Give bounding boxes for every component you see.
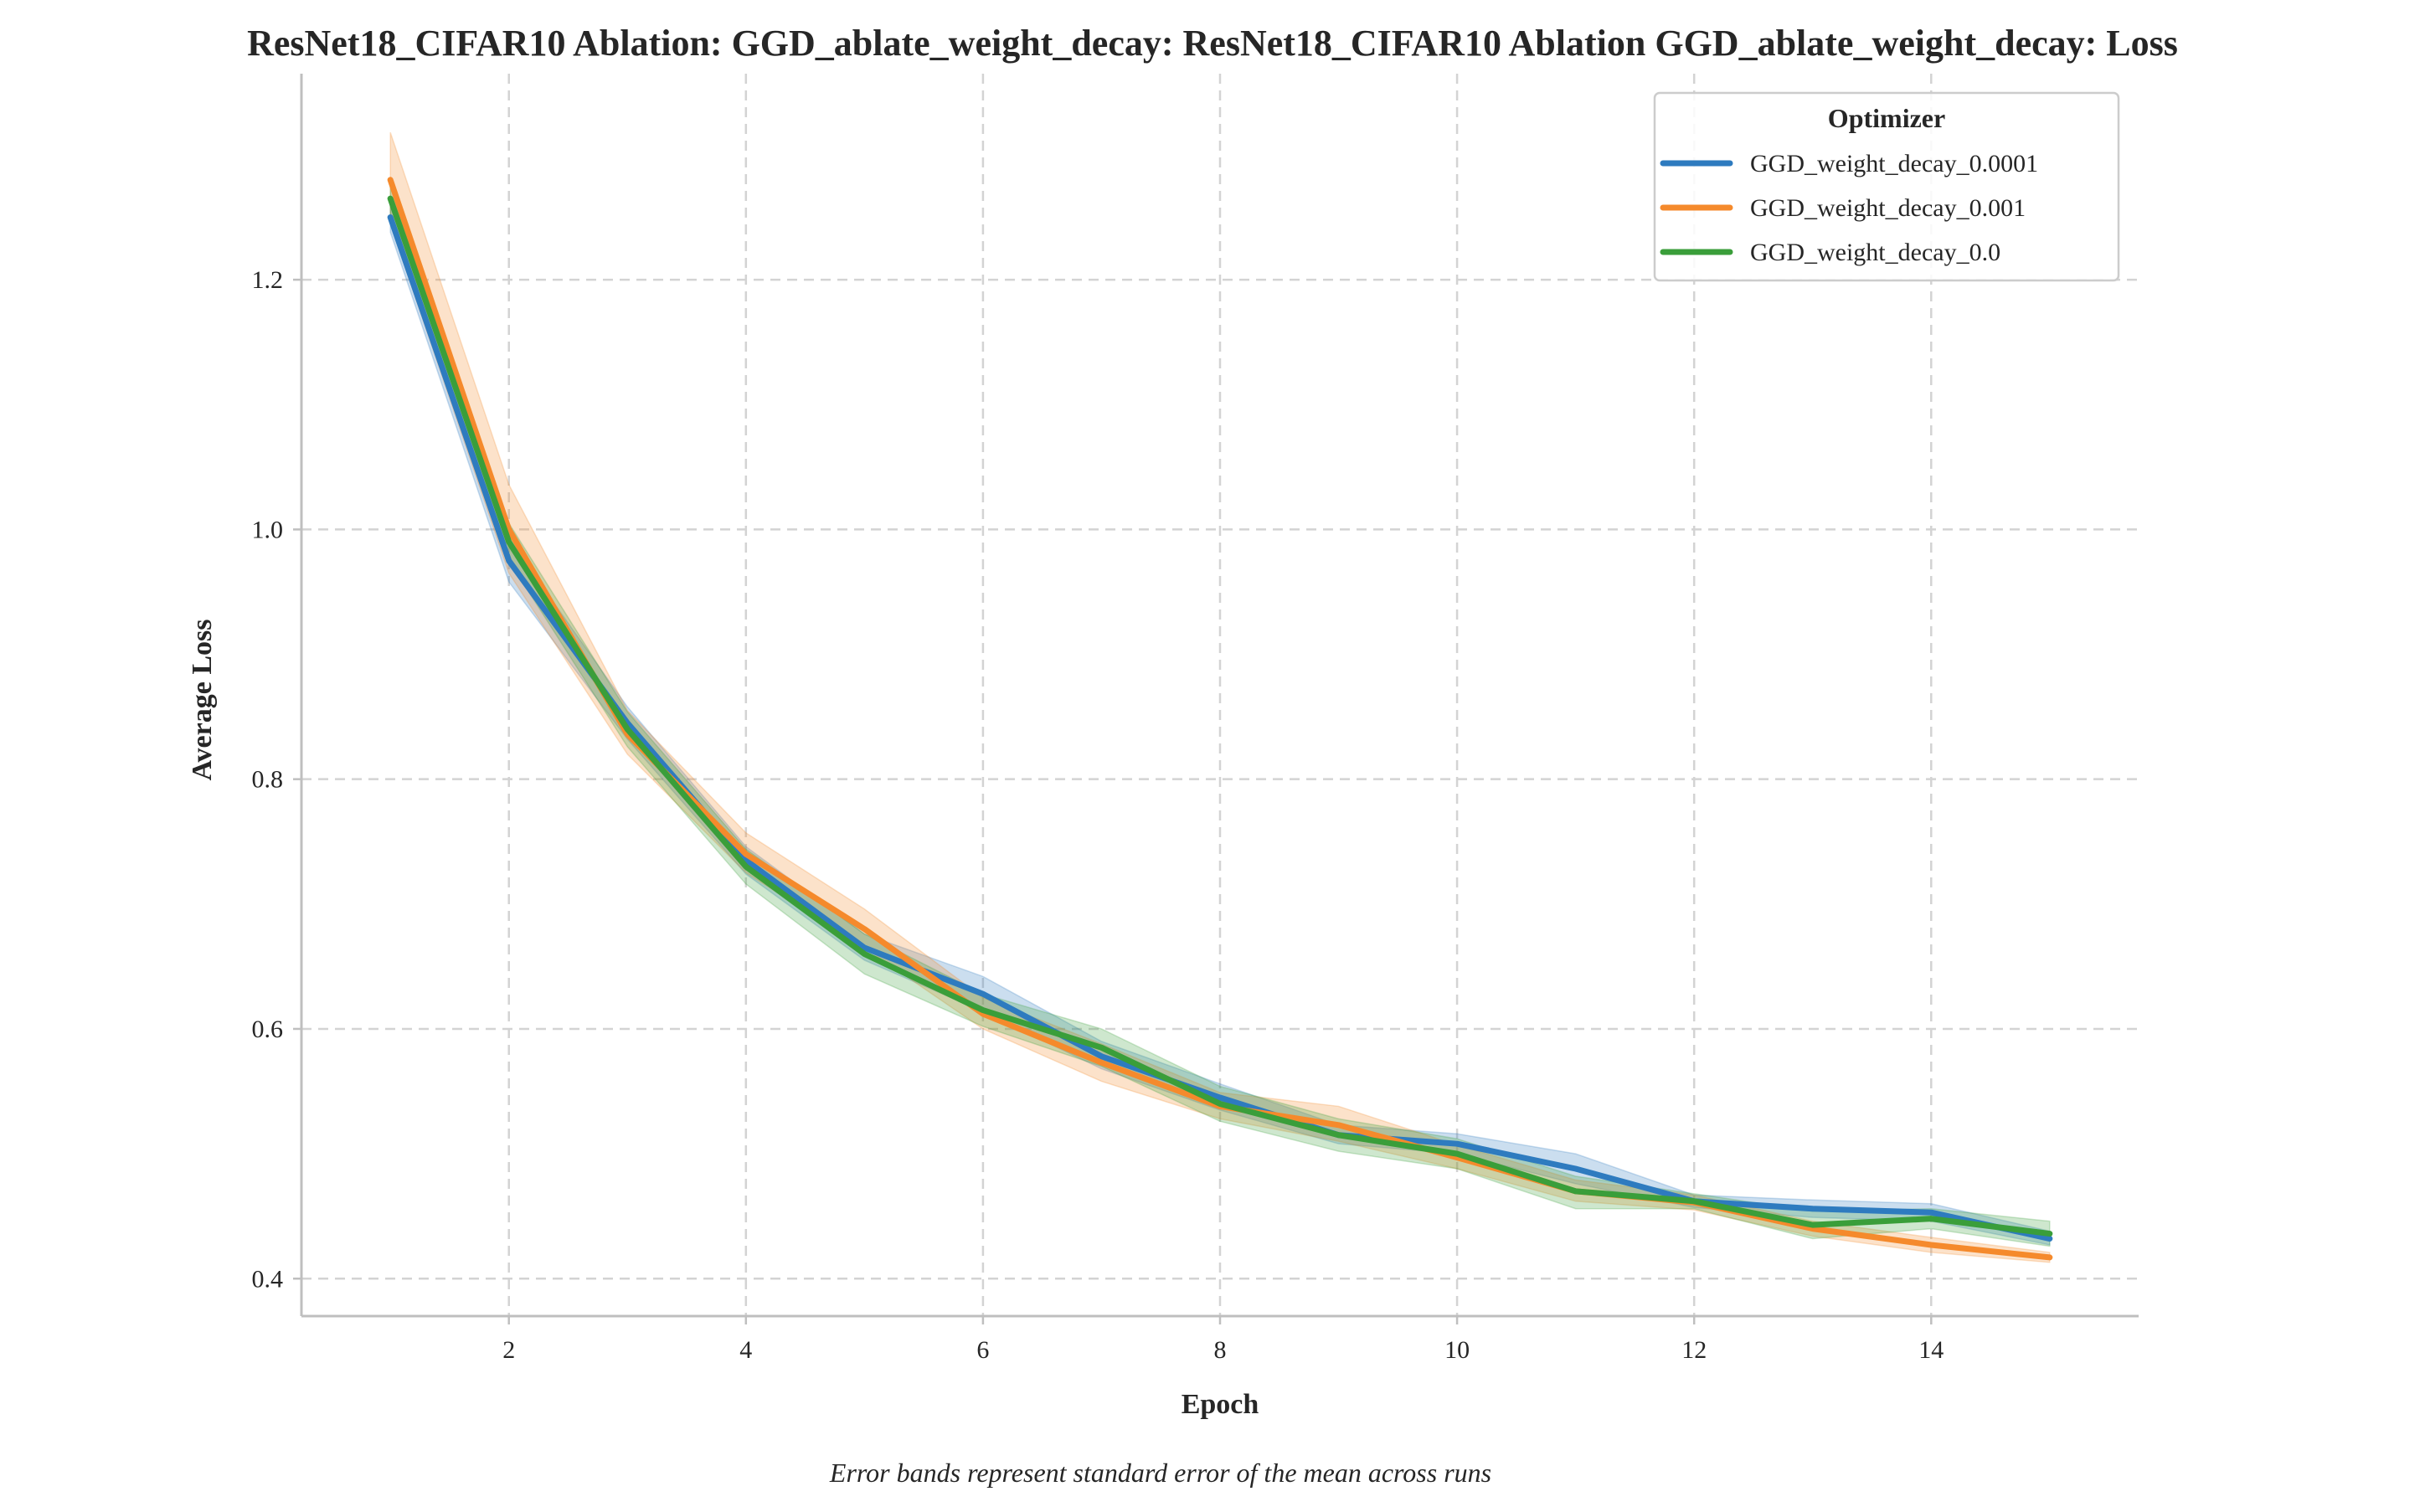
y-tick-label: 1.0 <box>252 516 284 543</box>
x-tick-label: 10 <box>1444 1336 1470 1364</box>
series-lines <box>387 177 2053 1261</box>
y-tick-label: 0.6 <box>252 1016 284 1043</box>
x-tick-label: 12 <box>1681 1336 1707 1364</box>
legend-frame <box>1653 91 2120 282</box>
y-tick-label: 1.2 <box>252 266 284 294</box>
x-tick-label: 2 <box>502 1336 515 1364</box>
legend: Optimizer GGD_weight_decay_0.0001GGD_wei… <box>1653 91 2120 282</box>
x-axis-title: Epoch <box>1182 1389 1259 1420</box>
x-tick-label: 14 <box>1918 1336 1944 1364</box>
chart-title: ResNet18_CIFAR10 Ablation: GGD_ablate_we… <box>247 23 2178 64</box>
legend-label: GGD_weight_decay_0.0001 <box>1750 150 2038 177</box>
series-line <box>387 214 2053 1242</box>
legend-entries: GGD_weight_decay_0.0001 GGD_weight_decay_… <box>1660 150 2038 266</box>
x-tick-label: 6 <box>976 1336 989 1364</box>
error-band <box>389 202 2051 1246</box>
legend-title: Optimizer <box>1828 103 1945 133</box>
legend-label: GGD_weight_decay_0.001 <box>1750 194 2026 222</box>
chart-caption: Error bands represent standard error of … <box>829 1458 1491 1488</box>
x-tick-label: 4 <box>739 1336 752 1364</box>
axis-ticks: 2 4 6 8 10 12 14 0.4 0.6 0.8 1.0 1.2 <box>252 266 1944 1364</box>
y-tick-label: 0.8 <box>252 766 284 794</box>
series-line <box>387 195 2053 1237</box>
legend-label: GGD_weight_decay_0.0 <box>1750 239 2000 266</box>
x-tick-label: 8 <box>1214 1336 1227 1364</box>
y-axis-title: Average Loss <box>187 620 218 781</box>
y-tick-label: 0.4 <box>252 1265 284 1293</box>
